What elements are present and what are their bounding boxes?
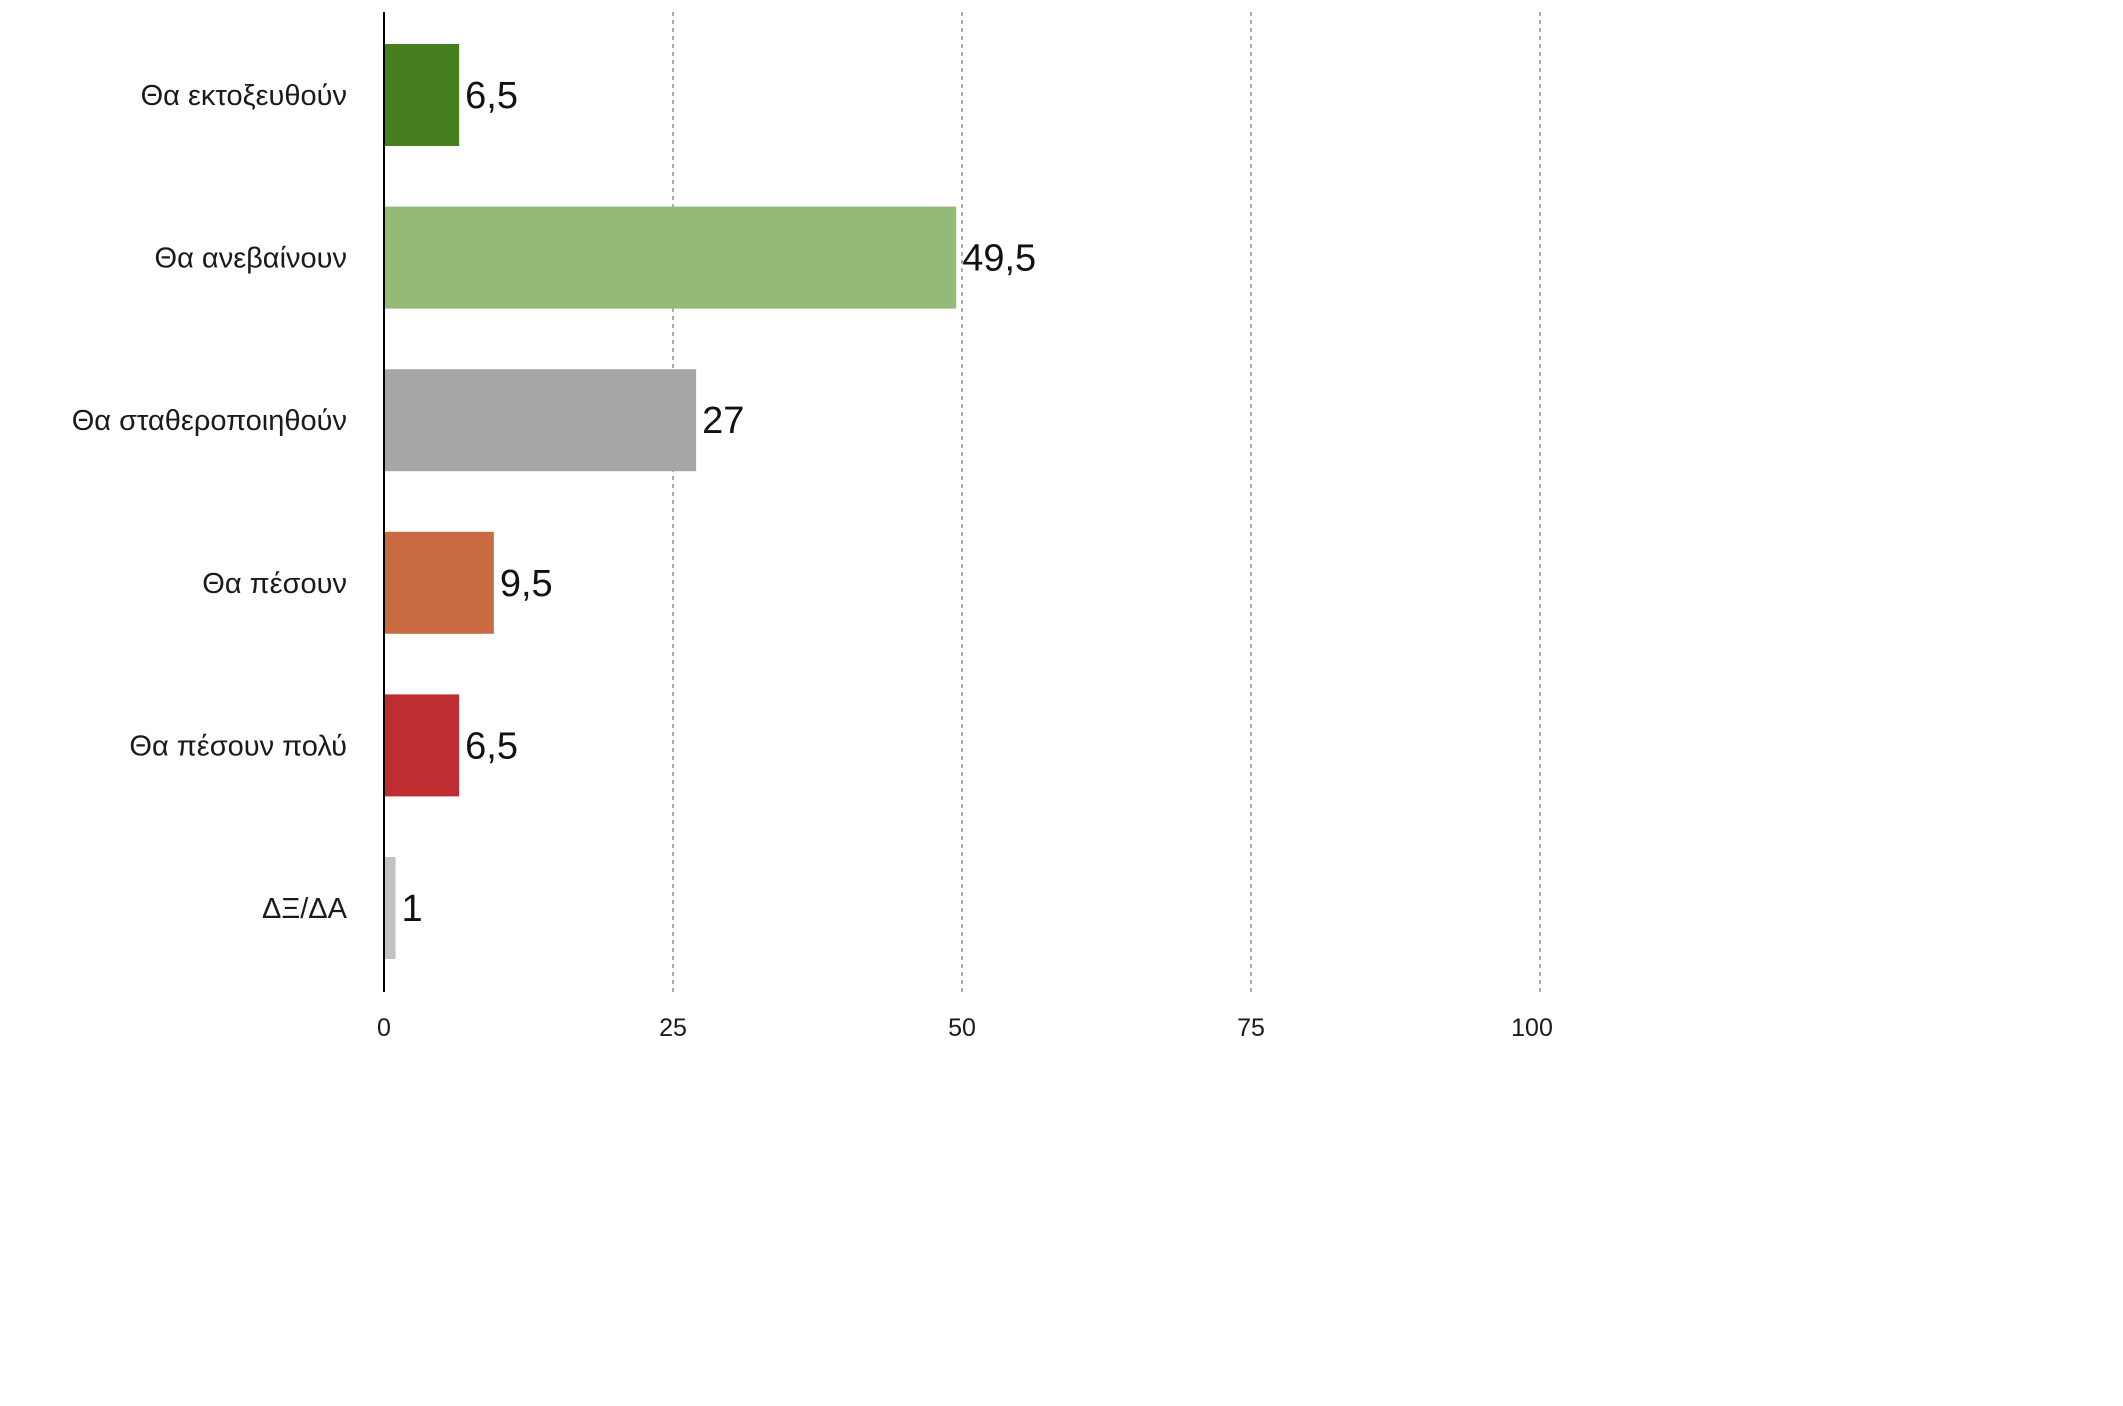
value-label-4: 6,5 [465,725,518,767]
bar-chart: 6,5 Θα εκτοξευθούν 49,5 Θα ανεβαίνουν 27 Θα σ… [72,12,1553,1042]
x-tick-label-75: 75 [1237,1014,1265,1042]
bar-5 [384,857,396,959]
value-label-2: 27 [702,400,744,442]
x-tick-label-100: 100 [1511,1014,1553,1042]
bar-4 [384,694,460,797]
x-tick-label-25: 25 [659,1014,687,1042]
category-label-3: Θα πέσουν [202,568,347,600]
category-label-4: Θα πέσουν πολύ [129,730,347,762]
category-label-5: ΔΞ/ΔΑ [262,893,348,925]
bar-0 [384,44,460,146]
value-label-1: 49,5 [962,238,1036,280]
bar-1 [384,206,957,309]
category-label-1: Θα ανεβαίνουν [155,243,347,275]
labels: 6,5 Θα εκτοξευθούν 49,5 Θα ανεβαίνουν 27 Θα σ… [72,75,1553,1042]
x-tick-label-50: 50 [948,1014,976,1042]
x-tick-label-0: 0 [377,1014,391,1042]
category-label-2: Θα σταθεροποιηθούν [72,405,347,437]
bar-3 [384,531,494,634]
value-label-5: 1 [402,888,423,930]
bars [384,44,957,959]
category-label-0: Θα εκτοξευθούν [141,80,347,112]
gridlines [672,12,1541,992]
value-label-0: 6,5 [465,75,518,117]
bar-2 [384,369,697,472]
value-label-3: 9,5 [500,563,553,605]
